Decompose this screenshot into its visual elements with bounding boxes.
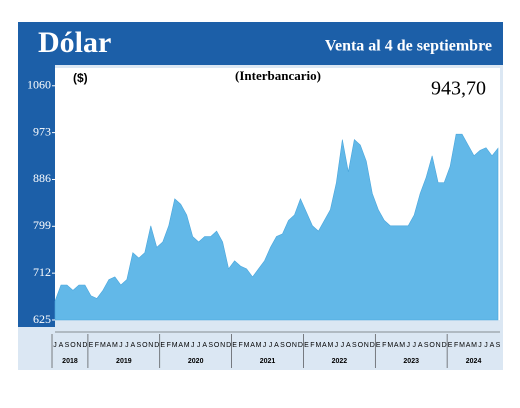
y-axis-strip <box>18 65 55 327</box>
x-tick-label: M <box>256 342 262 349</box>
header <box>18 22 503 65</box>
x-tick-label: A <box>107 342 112 349</box>
x-tick-label: N <box>220 342 225 349</box>
x-tick-label: O <box>142 342 148 349</box>
x-tick-label: A <box>250 342 255 349</box>
y-axis-label: ($) <box>73 71 88 85</box>
x-tick-label: F <box>382 342 386 349</box>
year-label: 2020 <box>188 358 204 365</box>
x-tick-label: M <box>459 342 465 349</box>
x-tick-label: S <box>496 342 501 349</box>
x-tick-label: J <box>484 342 488 349</box>
x-tick-label: J <box>191 342 195 349</box>
y-tick-label: 886 <box>33 171 51 185</box>
x-tick-label: F <box>95 342 99 349</box>
caption: (Interbancario) <box>235 68 321 83</box>
x-tick-label: J <box>119 342 123 349</box>
x-tick-label: A <box>346 342 351 349</box>
year-label: 2022 <box>332 358 348 365</box>
chart-subtitle: Venta al 4 de septiembre <box>325 38 492 55</box>
x-tick-label: S <box>136 342 141 349</box>
x-tick-label: N <box>148 342 153 349</box>
x-tick-label: A <box>202 342 207 349</box>
y-tick-label: 625 <box>33 312 51 326</box>
x-tick-label: J <box>412 342 416 349</box>
x-tick-label: J <box>478 342 482 349</box>
x-tick-label: J <box>53 342 57 349</box>
x-tick-label: M <box>172 342 178 349</box>
x-tick-label: A <box>490 342 495 349</box>
x-tick-label: S <box>65 342 70 349</box>
x-tick-label: A <box>466 342 471 349</box>
x-tick-label: M <box>184 342 190 349</box>
x-tick-label: A <box>418 342 423 349</box>
x-tick-label: M <box>471 342 477 349</box>
x-tick-label: D <box>82 342 87 349</box>
x-tick-label: J <box>197 342 201 349</box>
x-tick-label: D <box>370 342 375 349</box>
year-label: 2019 <box>116 358 132 365</box>
x-tick-label: A <box>322 342 327 349</box>
x-tick-label: A <box>59 342 64 349</box>
x-tick-label: J <box>269 342 273 349</box>
x-tick-label: A <box>274 342 279 349</box>
x-tick-label: J <box>406 342 410 349</box>
chart-title: Dólar <box>38 26 111 59</box>
x-tick-label: M <box>399 342 405 349</box>
annotation: 943,70 <box>431 78 486 100</box>
y-tick-label: 973 <box>33 124 51 138</box>
x-tick-label: M <box>100 342 106 349</box>
x-tick-label: M <box>244 342 250 349</box>
x-tick-label: F <box>167 342 171 349</box>
x-tick-label: A <box>178 342 183 349</box>
x-tick-label: E <box>232 342 237 349</box>
x-tick-label: F <box>454 342 458 349</box>
x-tick-label: D <box>154 342 159 349</box>
x-tick-label: F <box>310 342 314 349</box>
y-tick-label: 799 <box>33 218 51 232</box>
x-tick-label: M <box>315 342 321 349</box>
year-label: 2018 <box>62 358 78 365</box>
y-tick-label: 712 <box>33 265 51 279</box>
x-tick-label: N <box>292 342 297 349</box>
y-tick-label: 1060 <box>27 78 51 92</box>
year-label: 2021 <box>260 358 276 365</box>
x-tick-label: O <box>70 342 76 349</box>
x-tick-label: J <box>341 342 345 349</box>
x-tick-label: O <box>358 342 364 349</box>
x-tick-label: O <box>214 342 220 349</box>
x-tick-label: N <box>436 342 441 349</box>
x-tick-label: J <box>125 342 129 349</box>
x-tick-label: D <box>442 342 447 349</box>
x-tick-label: M <box>387 342 393 349</box>
x-tick-label: E <box>448 342 453 349</box>
x-tick-label: F <box>238 342 242 349</box>
x-tick-label: E <box>304 342 309 349</box>
x-tick-label: S <box>208 342 213 349</box>
x-tick-label: S <box>280 342 285 349</box>
x-tick-label: E <box>160 342 165 349</box>
year-label: 2024 <box>466 358 482 365</box>
year-label: 2023 <box>403 358 419 365</box>
x-tick-label: J <box>335 342 339 349</box>
x-tick-label: A <box>394 342 399 349</box>
x-tick-label: S <box>352 342 357 349</box>
x-tick-label: O <box>429 342 435 349</box>
x-tick-label: D <box>226 342 231 349</box>
x-tick-label: N <box>364 342 369 349</box>
x-tick-label: M <box>112 342 118 349</box>
x-tick-label: E <box>89 342 94 349</box>
x-tick-label: S <box>424 342 429 349</box>
x-tick-label: A <box>130 342 135 349</box>
x-tick-label: E <box>376 342 381 349</box>
x-tick-label: D <box>298 342 303 349</box>
x-tick-label: J <box>263 342 267 349</box>
x-tick-label: O <box>286 342 292 349</box>
x-tick-label: N <box>76 342 81 349</box>
area <box>54 133 499 321</box>
x-tick-label: M <box>327 342 333 349</box>
